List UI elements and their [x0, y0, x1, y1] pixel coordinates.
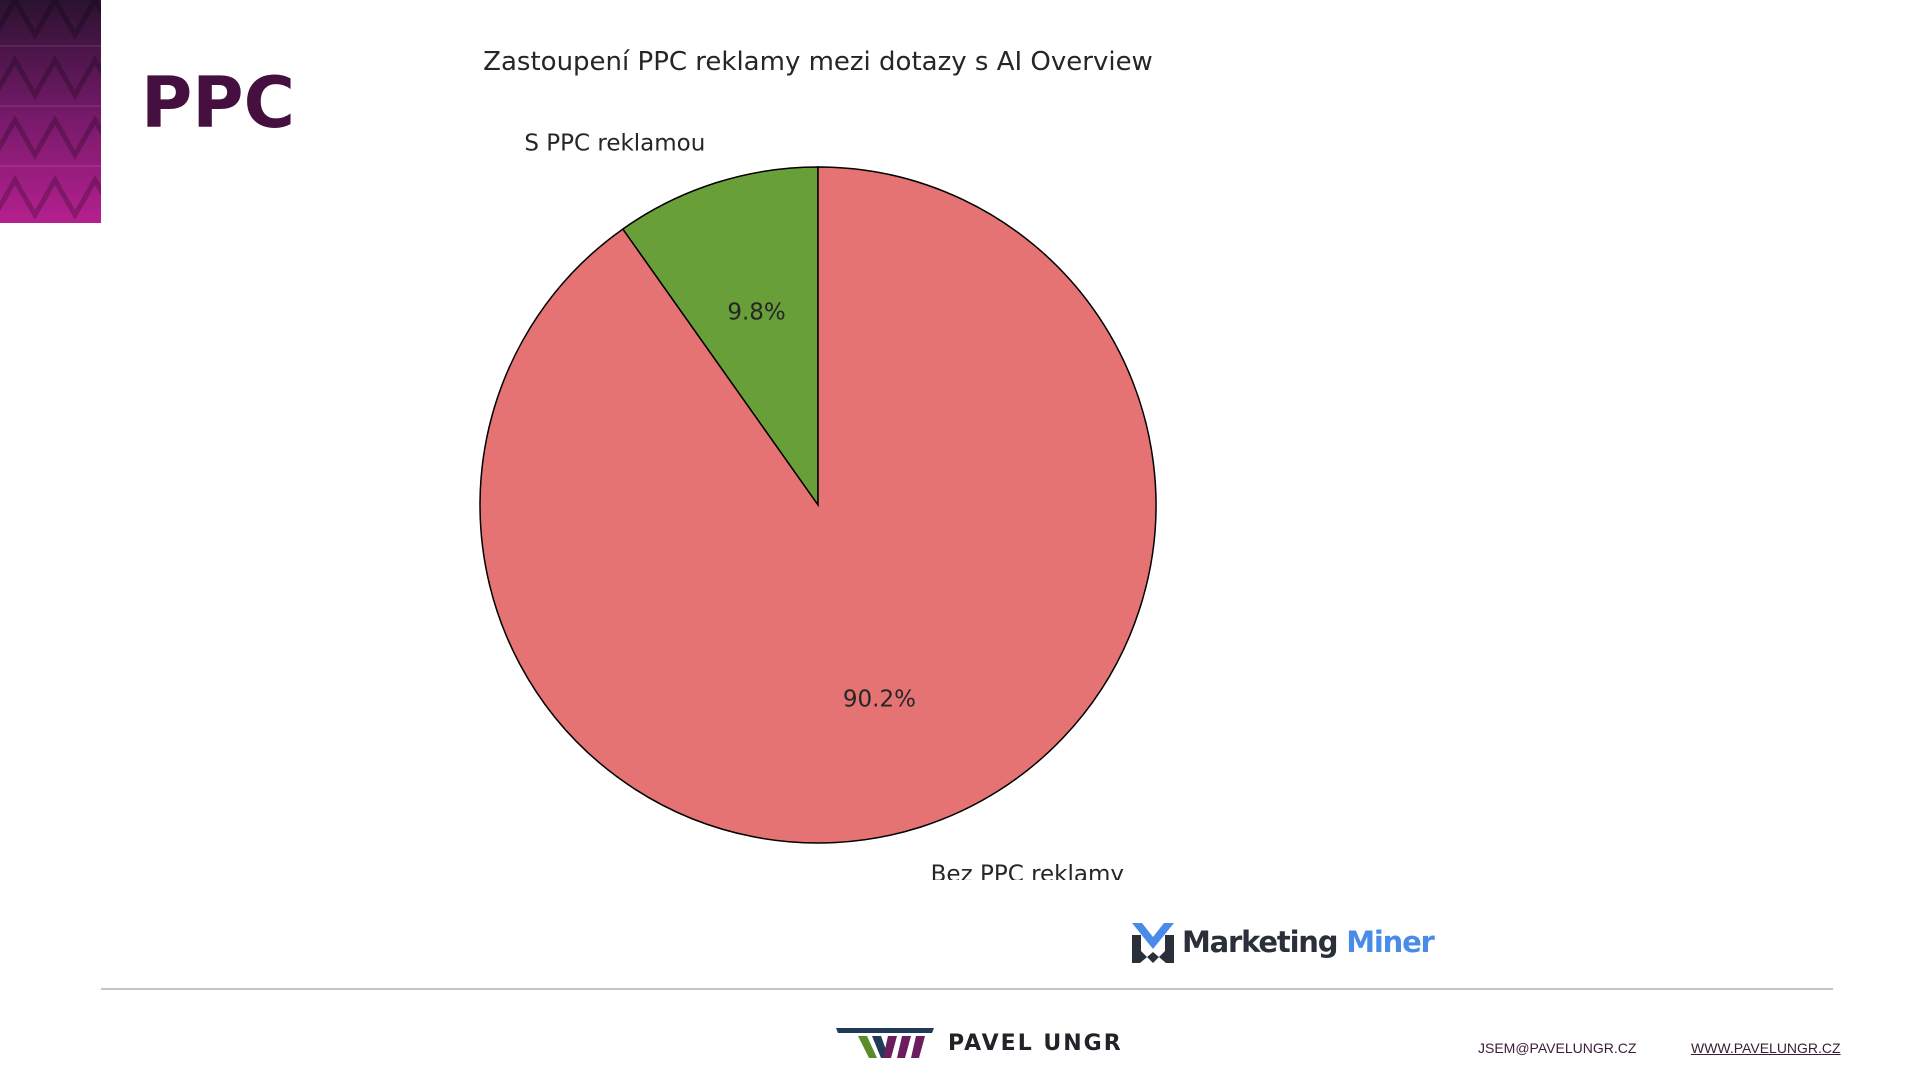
footer-divider	[101, 988, 1833, 990]
brand-name: PAVEL UNGR	[948, 1030, 1123, 1056]
pie-chart: Zastoupení PPC reklamy mezi dotazy s AI …	[479, 47, 1157, 880]
marketing-miner-logo: Marketing Miner	[1130, 915, 1435, 969]
footer-email-link[interactable]: JSEM@PAVELUNGR.CZ	[1478, 1040, 1637, 1056]
footer-website-link[interactable]: WWW.PAVELUNGR.CZ	[1691, 1040, 1841, 1056]
pie-slice-1	[621, 166, 819, 508]
marketing-miner-logo-icon	[1132, 923, 1174, 963]
pie-labels: 9.8% S PPC reklamou 90.2% Bez PPC reklamy	[524, 131, 1124, 880]
pie-category-label-1: S PPC reklamou	[524, 131, 705, 157]
brand-logo-icon	[836, 1028, 934, 1058]
pie-slices	[479, 166, 1157, 844]
pie-percent-label-2: 90.2%	[843, 686, 916, 712]
marketing-miner-logo-text: Marketing Miner	[1182, 925, 1435, 959]
marketing-miner-word1: Marketing	[1182, 925, 1339, 959]
brand-logo: PAVEL UNGR	[836, 1024, 1123, 1062]
chart-title: Zastoupení PPC reklamy mezi dotazy s AI …	[483, 47, 1153, 77]
pie-category-label-2: Bez PPC reklamy	[931, 861, 1124, 880]
page-title: PPC	[141, 62, 295, 144]
pie-percent-label-1: 9.8%	[727, 300, 785, 326]
pie-slice-2	[479, 166, 1157, 844]
marketing-miner-word2: Miner	[1346, 925, 1435, 959]
corner-pattern-decoration	[0, 0, 101, 223]
